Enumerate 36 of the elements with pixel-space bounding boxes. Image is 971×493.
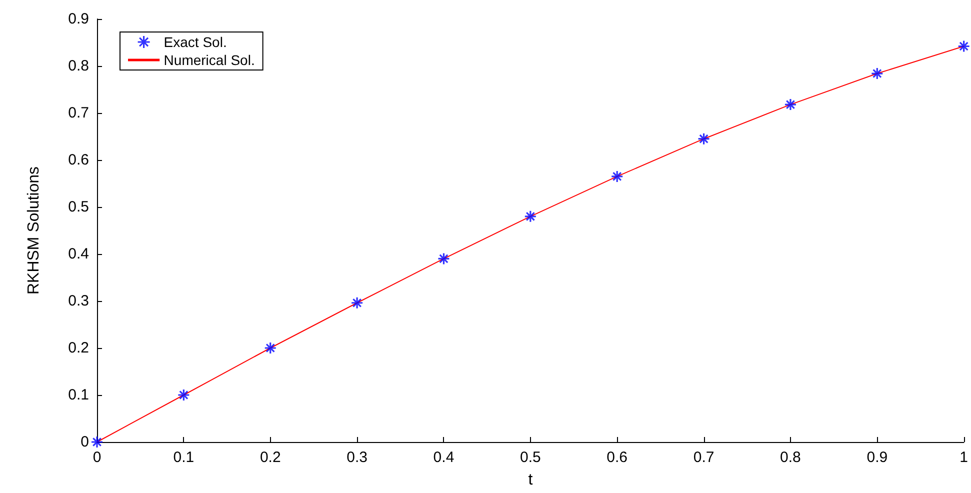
point [610, 170, 624, 183]
point [264, 342, 277, 354]
y-axis-title: RKHSM Solutions [26, 166, 42, 295]
x-tick-label: 0.9 [866, 449, 888, 466]
y-tick-label: 0.4 [68, 246, 89, 262]
point [870, 67, 884, 80]
legend-label: Exact Sol. [164, 34, 227, 50]
x-tick-label: 0.3 [346, 449, 368, 466]
x-tick-label: 0.1 [173, 449, 194, 466]
y-tick-label: 0.3 [68, 292, 89, 310]
x-axis-title: t [528, 472, 534, 488]
x-tick-label: 0.8 [780, 449, 801, 466]
x-tick-label: 0 [92, 449, 102, 466]
legend-label: Numerical Sol. [164, 52, 255, 68]
point [697, 132, 710, 146]
point [524, 210, 537, 223]
point [784, 98, 797, 111]
point [958, 40, 970, 53]
y-tick-label: 0.1 [68, 386, 89, 404]
point [350, 296, 364, 310]
point [177, 388, 190, 402]
y-tick-label: 0.8 [68, 58, 89, 74]
x-tick-label: 0.6 [606, 449, 628, 466]
point [90, 436, 104, 448]
x-tick-label: 0.2 [260, 449, 281, 466]
x-tick-label: 0.5 [520, 449, 541, 466]
y-tick-label: 0.5 [68, 198, 89, 216]
x-tick-label: 1 [960, 449, 968, 466]
y-tick-label: 0.6 [68, 152, 89, 168]
y-tick-label: 0 [80, 434, 89, 450]
point [437, 252, 450, 265]
y-tick-label: 0.2 [68, 340, 89, 356]
x-tick-label: 0.4 [433, 449, 454, 466]
y-tick-label: 0.9 [68, 10, 89, 28]
x-tick-label: 0.7 [693, 449, 714, 466]
y-tick-label: 0.7 [68, 104, 89, 122]
